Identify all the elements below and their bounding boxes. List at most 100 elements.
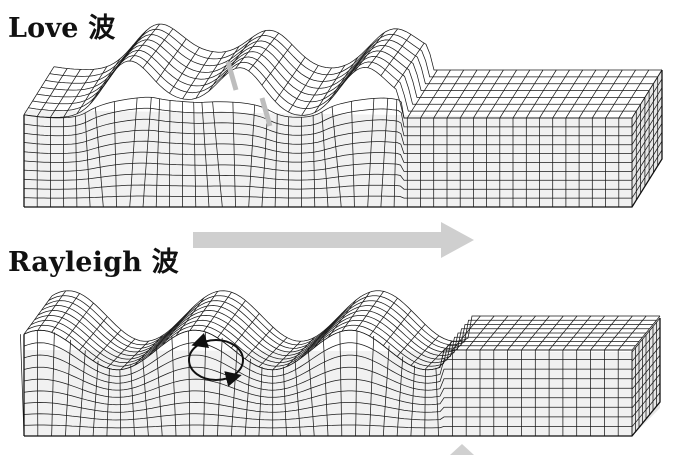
rayleigh-front-column bbox=[171, 335, 177, 437]
love-surface-line bbox=[473, 69, 504, 119]
rayleigh-surface-line bbox=[369, 297, 398, 337]
rayleigh-surface-line bbox=[65, 302, 94, 341]
love-surface-line bbox=[221, 37, 253, 79]
love-surface-line bbox=[354, 32, 385, 72]
rayleigh-surface-line bbox=[548, 315, 578, 351]
love-surface-line bbox=[314, 65, 346, 113]
love-surface-line bbox=[76, 66, 108, 115]
rayleigh-wave-block bbox=[20, 290, 661, 437]
love-side-row bbox=[631, 96, 663, 145]
love-side-row bbox=[631, 105, 663, 154]
rayleigh-front-row bbox=[23, 366, 632, 391]
love-side-row bbox=[631, 149, 663, 199]
rayleigh-surface-line bbox=[452, 315, 481, 351]
rayleigh-front-column bbox=[36, 330, 39, 436]
rayleigh-front-column bbox=[217, 337, 223, 437]
rayleigh-front-column bbox=[51, 332, 55, 437]
rayleigh-front-column bbox=[258, 366, 263, 437]
rayleigh-front-column bbox=[188, 330, 191, 437]
rayleigh-block-outline bbox=[23, 318, 661, 437]
love-surface-line bbox=[327, 56, 359, 103]
rayleigh-surface-line bbox=[327, 299, 357, 338]
love-surface-line bbox=[367, 28, 398, 68]
rayleigh-surface-line bbox=[604, 315, 633, 351]
rayleigh-surface-line bbox=[313, 312, 343, 348]
rayleigh-surface-line bbox=[383, 310, 412, 346]
love-surface-line bbox=[50, 69, 81, 118]
rayleigh-front-column bbox=[92, 360, 99, 437]
rayleigh-surface-line bbox=[465, 315, 495, 351]
rayleigh-front-column bbox=[130, 365, 135, 437]
love-front-column bbox=[232, 102, 236, 208]
rayleigh-surface-line bbox=[37, 290, 67, 331]
love-front-column bbox=[380, 98, 389, 208]
rayleigh-surface-line bbox=[535, 315, 564, 351]
love-side-face bbox=[632, 68, 662, 207]
love-surface-line bbox=[23, 66, 55, 115]
love-surface-line bbox=[208, 46, 240, 92]
love-surface-line bbox=[301, 67, 332, 116]
love-surface-line bbox=[605, 69, 636, 119]
rayleigh-surface-line bbox=[79, 316, 108, 351]
love-surface-line bbox=[446, 69, 478, 119]
love-outline-edge bbox=[24, 70, 663, 208]
rayleigh-front-column bbox=[106, 367, 110, 437]
rayleigh-front-column bbox=[156, 345, 163, 437]
rayleigh-surface-line bbox=[134, 335, 163, 366]
rayleigh-side-row bbox=[631, 373, 661, 409]
rayleigh-side-row bbox=[631, 345, 661, 381]
love-block-outline bbox=[23, 70, 663, 208]
love-surface-line bbox=[380, 34, 412, 76]
right-arrow-icon bbox=[193, 222, 474, 258]
rayleigh-side-row bbox=[631, 364, 661, 399]
rayleigh-surface-line bbox=[341, 291, 371, 332]
love-surface-line bbox=[591, 69, 623, 119]
rayleigh-front-column bbox=[369, 335, 375, 437]
love-front-column bbox=[142, 97, 152, 208]
love-side-row bbox=[631, 132, 663, 181]
rayleigh-surface-line bbox=[258, 337, 288, 368]
rayleigh-side-row bbox=[631, 317, 661, 353]
rayleigh-surface-line bbox=[521, 315, 550, 351]
love-surface-line bbox=[142, 28, 174, 69]
rayleigh-front-column bbox=[294, 358, 301, 437]
rayleigh-surface-line bbox=[272, 341, 301, 371]
rayleigh-surface-line bbox=[148, 323, 177, 357]
love-surface-line bbox=[129, 23, 160, 62]
rayleigh-front-column bbox=[78, 350, 86, 437]
love-front-column bbox=[331, 106, 342, 208]
love-surface-line bbox=[36, 68, 68, 117]
rayleigh-surface-line bbox=[396, 324, 426, 357]
rayleigh-surface-line bbox=[203, 291, 232, 332]
love-surface-line bbox=[63, 69, 95, 118]
rayleigh-front-column bbox=[119, 369, 122, 436]
rayleigh-front-column bbox=[203, 331, 207, 437]
rayleigh-side-row bbox=[631, 327, 661, 362]
love-surface-line bbox=[274, 56, 306, 102]
love-front-column bbox=[193, 102, 197, 208]
rayleigh-front-column bbox=[435, 367, 439, 437]
rayleigh-front-column bbox=[339, 331, 343, 437]
rayleigh-surface-line bbox=[231, 313, 260, 349]
love-surface-line bbox=[116, 30, 147, 69]
rayleigh-surface-line bbox=[493, 315, 523, 351]
elliptical-orbit-icon bbox=[188, 332, 244, 387]
rayleigh-side-row bbox=[631, 392, 661, 427]
love-surface-line bbox=[155, 38, 187, 83]
rayleigh-front-column bbox=[65, 339, 71, 437]
love-shear-arrow-icon bbox=[225, 61, 239, 91]
rayleigh-front-column bbox=[230, 347, 238, 437]
love-surface-line bbox=[578, 69, 610, 119]
love-surface-line bbox=[169, 47, 200, 94]
love-front-column bbox=[95, 107, 104, 208]
rayleigh-surface-line bbox=[562, 315, 592, 351]
love-side-row bbox=[631, 141, 663, 190]
rayleigh-surface-line bbox=[355, 291, 384, 331]
rayleigh-surface-line bbox=[175, 297, 205, 337]
rayleigh-surface-line bbox=[507, 315, 536, 351]
love-surface-line bbox=[248, 32, 279, 72]
love-front-column bbox=[393, 99, 398, 208]
love-surface-line bbox=[565, 69, 597, 119]
love-surface-line bbox=[420, 69, 451, 119]
